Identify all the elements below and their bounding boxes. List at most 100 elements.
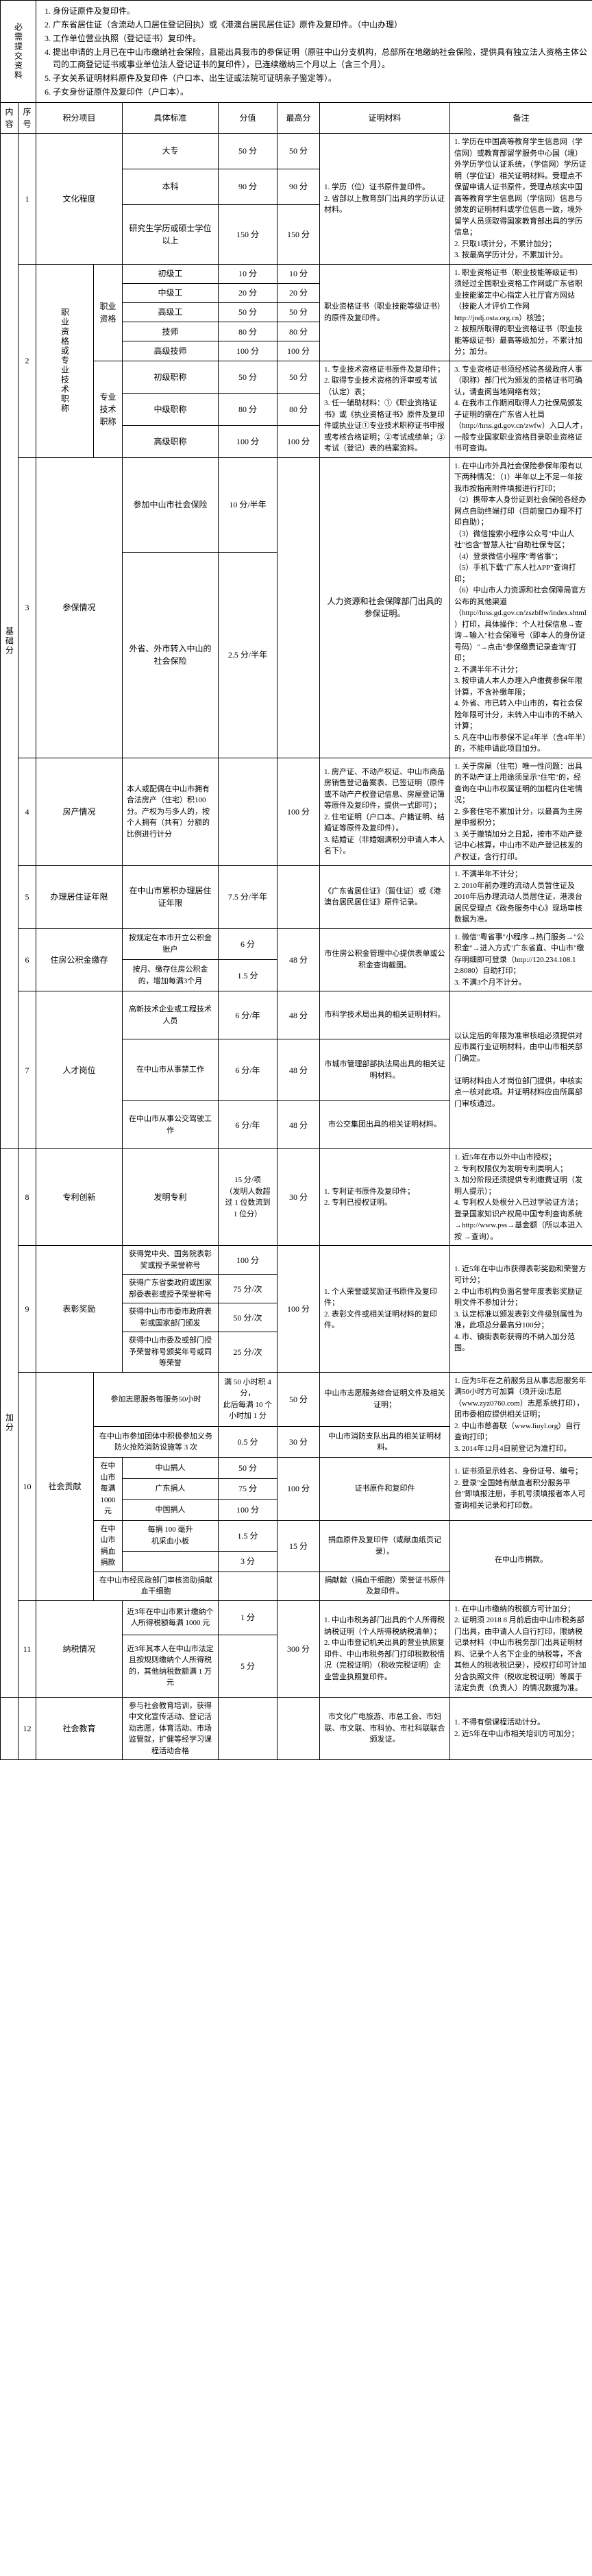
r4av bbox=[219, 758, 278, 866]
r10a3: 在中山市每满 1000 元 bbox=[94, 1458, 123, 1521]
r2fm: 50 分 bbox=[278, 361, 320, 393]
r4am: 100 分 bbox=[278, 758, 320, 866]
r1-ev: 1. 学历（位）证书原件复印件。 2. 省部以上教育部门出具的学历认证材料。 bbox=[320, 134, 450, 265]
r8a: 发明专利 bbox=[123, 1149, 219, 1246]
r10a4ev: 捐血原件及复印件（或献血纸页记录）。 bbox=[320, 1520, 450, 1572]
r5a: 在中山市累积办理居住证年限 bbox=[123, 866, 219, 929]
r2rem2: 3. 专业资格证书须经核验各级政府人事（职称）部门代为颁发的资格证书可确认，请查… bbox=[450, 361, 592, 457]
r2cv: 50 分 bbox=[219, 302, 278, 322]
hdr-item: 积分项目 bbox=[36, 103, 123, 134]
r1c: 研究生学历或硕士学位以上 bbox=[123, 204, 219, 264]
r7bv: 6 分/年 bbox=[219, 1039, 278, 1101]
r9av: 100 分 bbox=[219, 1246, 278, 1275]
section-base: 基础分 bbox=[1, 134, 18, 1149]
r7-num: 7 bbox=[18, 991, 36, 1149]
r6bv: 1.5 分 bbox=[219, 960, 278, 991]
r7evc: 市公交集团出具的相关证明材料。 bbox=[320, 1101, 450, 1149]
r1-rem: 1. 学历在中国高等教育学生信息网（学信网）或教育部留学服务中心国（境）外学历学… bbox=[450, 134, 592, 265]
r4a: 本人或配偶在中山市拥有合法房产（住宅）积100分。产权为与多人的，按个人拥有（共… bbox=[123, 758, 219, 866]
r7-item: 人才岗位 bbox=[36, 991, 123, 1149]
r10a3av: 50 分 bbox=[219, 1458, 278, 1479]
r9rem: 1. 近5年在中山市获得表彰奖励和荣誉方可计分； 2. 中山市机构负面名誉年度表… bbox=[450, 1246, 592, 1373]
r8-item: 专利创新 bbox=[36, 1149, 123, 1246]
r2b: 中级工 bbox=[123, 283, 219, 302]
r2dv: 80 分 bbox=[219, 322, 278, 341]
r5-item: 办理居住证年限 bbox=[36, 866, 123, 929]
r10a3a: 中山捐人 bbox=[123, 1458, 219, 1479]
r10a1m: 50 分 bbox=[278, 1372, 320, 1427]
r1a: 大专 bbox=[123, 134, 219, 169]
r8ev: 1. 专利证书原件及复印件； 2. 专利已授权证明。 bbox=[320, 1149, 450, 1246]
r2ev2: 1. 专业技术资格证书原件及复印件； 2. 取得专业技术资格的评审或考试（认定）… bbox=[320, 361, 450, 457]
r2dm: 80 分 bbox=[278, 322, 320, 341]
r4rem: 1. 关于房屋（住宅）唯一性问题：出具的不动产证上用途须显示"住宅"的，经查询在… bbox=[450, 758, 592, 866]
r10a3cv: 100 分 bbox=[219, 1500, 278, 1521]
r9b: 获得广东省委政府或国家部委表彰或授予荣誉称号 bbox=[123, 1275, 219, 1303]
r2h: 高级职称 bbox=[123, 425, 219, 457]
r9ev: 1. 个人荣誉或奖励证书原件及复印件； 2. 表彰文件或相关证明材料的复印件。 bbox=[320, 1246, 450, 1373]
r2gv: 80 分 bbox=[219, 393, 278, 425]
r12-num: 12 bbox=[18, 1697, 36, 1760]
r10a4m: 15 分 bbox=[278, 1520, 320, 1572]
r6-item: 住房公积金缴存 bbox=[36, 928, 123, 991]
r3ev: 人力资源和社会保障部门出具的参保证明。 bbox=[320, 457, 450, 758]
r11-num: 11 bbox=[18, 1600, 36, 1697]
r10a3ev: 证书原件和复印件 bbox=[320, 1458, 450, 1521]
r7am: 48 分 bbox=[278, 991, 320, 1039]
r10rem2: 1. 证书须显示姓名、身份证号、编号； 2. 登录"全国她有献血者积分服务平台"… bbox=[450, 1458, 592, 1521]
r7c: 在中山市从事公交驾驶工作 bbox=[123, 1101, 219, 1149]
r6ev: 市住房公积金管理中心提供表单或公积金查询截图。 bbox=[320, 928, 450, 991]
r5ev: 《广东省居住证》（暂住证）或《港澳台居民居住证》原件记录。 bbox=[320, 866, 450, 929]
r10a1ev: 中山市志愿服务综合证明文件及相关证明； bbox=[320, 1372, 450, 1427]
r7evb: 市城市管理部部执法局出具的相关证明材料。 bbox=[320, 1039, 450, 1101]
r10a5ev: 捐献献（捐血干细胞）荣誉证书原件及复印件。 bbox=[320, 1572, 450, 1600]
r2ev1: 职业资格证书（职业技能等级证书）的原件及复印件。 bbox=[320, 264, 450, 361]
r2-num: 2 bbox=[18, 264, 36, 457]
r6am: 48 分 bbox=[278, 928, 320, 991]
r10-item: 社会贡献 bbox=[36, 1372, 94, 1600]
r1-num: 1 bbox=[18, 134, 36, 265]
r10a3b: 广东捐人 bbox=[123, 1478, 219, 1500]
hdr-content: 内容 bbox=[1, 103, 18, 134]
r2c: 高级工 bbox=[123, 302, 219, 322]
r8rem: 1. 近5年在市以外中山市授权； 2. 专利权限仅为发明专利类明人； 3. 加分… bbox=[450, 1149, 592, 1246]
r6a: 按规定在本市开立公积金账户 bbox=[123, 928, 219, 960]
r1b: 本科 bbox=[123, 169, 219, 204]
r7bm: 48 分 bbox=[278, 1039, 320, 1101]
r9am: 100 分 bbox=[278, 1246, 320, 1373]
r10rem3: 在中山市捐款。 bbox=[450, 1520, 592, 1600]
r10a3c: 中国捐人 bbox=[123, 1500, 219, 1521]
r2hm: 100 分 bbox=[278, 425, 320, 457]
r11b: 近3年其本人在中山市法定且按规则缴纳个人所得税的，其他纳税数额满 1 万元 bbox=[123, 1635, 219, 1697]
r2f: 初级职称 bbox=[123, 361, 219, 393]
r10rem1: 1. 应为5年在之前服务且从事志愿服务年满50小时方可加算（须开设i志愿（www… bbox=[450, 1372, 592, 1458]
r2cm: 50 分 bbox=[278, 302, 320, 322]
r9c: 获得中山市市委市政府表彰或国家部门颁发 bbox=[123, 1303, 219, 1332]
r10a3bv: 75 分 bbox=[219, 1478, 278, 1500]
r3-num: 3 bbox=[18, 457, 36, 758]
r2-cat2: 专业技术职称 bbox=[94, 361, 123, 457]
r8am: 30 分 bbox=[278, 1149, 320, 1246]
r6-num: 6 bbox=[18, 928, 36, 991]
r6rem: 1. 微信"粤省事"小程序→热门服务→"公积金"→进入方式"广东省直、中山市"缴… bbox=[450, 928, 592, 991]
r4ev: 1. 房产证、不动产权证、中山市商品房销售登记备案表、已签证明（原件或不动产产权… bbox=[320, 758, 450, 866]
hdr-remark: 备注 bbox=[450, 103, 592, 134]
hdr-max: 最高分 bbox=[278, 103, 320, 134]
r12ev: 市文化广电旅游、市总工会、市妇联、市文联、市科协、市社科联联合颁发证。 bbox=[320, 1697, 450, 1760]
r1bv: 90 分 bbox=[219, 169, 278, 204]
r2gm: 80 分 bbox=[278, 393, 320, 425]
r1bm: 90 分 bbox=[278, 169, 320, 204]
r3rem: 1. 在中山市外具社会保险参保年限有以下两种情况：（1）半年以上不足一年按我市按… bbox=[450, 457, 592, 758]
hdr-standard: 具体标准 bbox=[123, 103, 219, 134]
r9bv: 75 分/次 bbox=[219, 1275, 278, 1303]
r2em: 100 分 bbox=[278, 341, 320, 361]
r2e: 高级技师 bbox=[123, 341, 219, 361]
r2-cat1: 职业资格 bbox=[94, 264, 123, 361]
r2rem1: 1. 职业资格证书（职业技能等级证书）须经过全国职业资格工作网或广东省职业技能鉴… bbox=[450, 264, 592, 361]
r10a3m: 100 分 bbox=[278, 1458, 320, 1521]
r1cv: 150 分 bbox=[219, 204, 278, 264]
r2a: 初级工 bbox=[123, 264, 219, 283]
r10a1v: 满 50 小时积 4 分， 此后每满 10 个小时加 1 分 bbox=[219, 1372, 278, 1427]
r2hv: 100 分 bbox=[219, 425, 278, 457]
section-add: 加分 bbox=[1, 1149, 18, 1698]
